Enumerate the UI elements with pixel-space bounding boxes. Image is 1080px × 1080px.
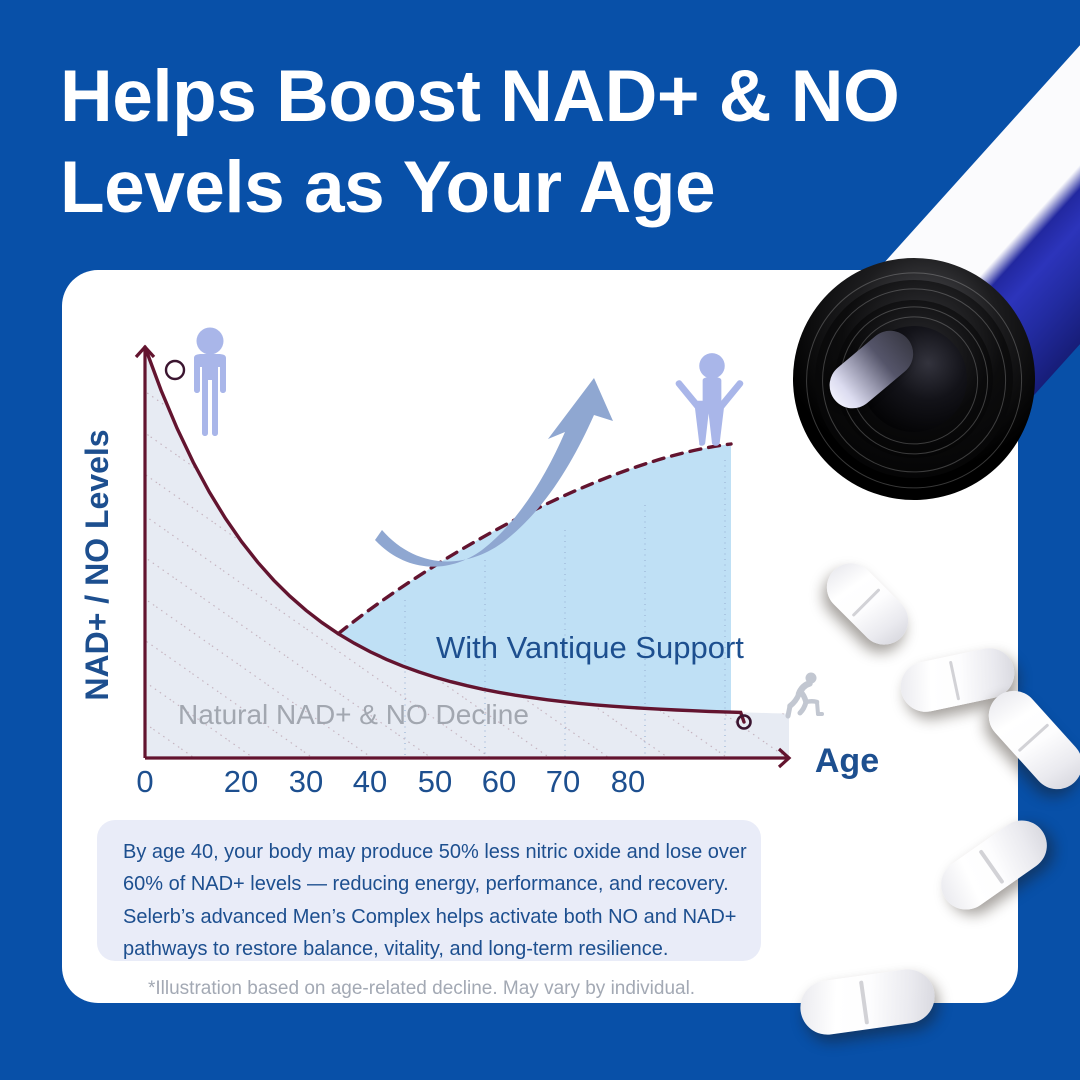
svg-text:Age: Age [815,742,879,780]
svg-text:Natural NAD+ & NO Decline: Natural NAD+ & NO Decline [178,699,529,730]
svg-text:60: 60 [482,764,516,799]
svg-text:40: 40 [353,764,387,799]
svg-text:30: 30 [289,764,323,799]
svg-text:80: 80 [611,764,645,799]
svg-text:NAD+ / NO Levels: NAD+ / NO Levels [79,429,115,700]
svg-text:20: 20 [224,764,258,799]
svg-text:50: 50 [418,764,452,799]
svg-text:70: 70 [546,764,580,799]
svg-text:With Vantique Support: With Vantique Support [436,630,744,665]
svg-text:0: 0 [136,764,153,799]
